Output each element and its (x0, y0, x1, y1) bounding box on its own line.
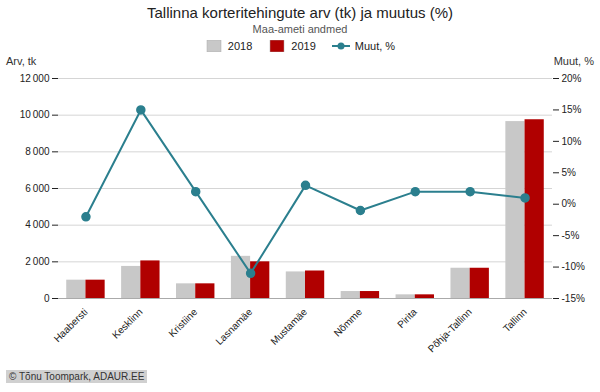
svg-text:-5%: -5% (562, 230, 580, 241)
svg-text:-15%: -15% (562, 293, 585, 304)
svg-text:0: 0 (44, 293, 50, 304)
html-text:Tallinna korteritehingute arv: Tallinna korteritehingute arv (tk) ja mu… (147, 4, 453, 21)
svg-text:0%: 0% (562, 198, 577, 209)
html-text:Muut, %: Muut, % (354, 40, 396, 52)
svg-text:4 000: 4 000 (25, 219, 50, 230)
svg-text:8 000: 8 000 (25, 146, 50, 157)
svg-text:Haabersti: Haabersti (52, 306, 90, 344)
svg-text:6 000: 6 000 (25, 183, 50, 194)
svg-text:2 000: 2 000 (25, 256, 50, 267)
svg-text:Põhja-Tallinn: Põhja-Tallinn (426, 306, 474, 354)
svg-text:Lasnamäe: Lasnamäe (213, 306, 254, 347)
html-text:Maa-ameti andmed: Maa-ameti andmed (252, 23, 348, 35)
html-text:2018: 2018 (227, 40, 253, 52)
svg-text:Mustamäe: Mustamäe (268, 306, 309, 347)
html-text:© Tõnu Toompark, ADAUR.EE: © Tõnu Toompark, ADAUR.EE (9, 371, 145, 382)
svg-text:10 000: 10 000 (20, 109, 50, 120)
svg-text:15%: 15% (562, 104, 582, 115)
html-text:Arv, tk: Arv, tk (6, 55, 37, 67)
svg-text:12 000: 12 000 (20, 73, 50, 84)
svg-text:Pirita: Pirita (395, 306, 419, 330)
svg-text:5%: 5% (562, 167, 577, 178)
svg-text:Nõmme: Nõmme (332, 306, 365, 339)
svg-text:Tallinn: Tallinn (501, 306, 529, 334)
svg-text:Kesklinn: Kesklinn (110, 306, 145, 341)
svg-text:Kristiine: Kristiine (166, 306, 199, 339)
svg-text:-10%: -10% (562, 261, 585, 272)
html-text:Muut, %: Muut, % (553, 55, 594, 67)
svg-text:20%: 20% (562, 73, 582, 84)
svg-text:10%: 10% (562, 136, 582, 147)
html-text:2019: 2019 (291, 40, 316, 52)
